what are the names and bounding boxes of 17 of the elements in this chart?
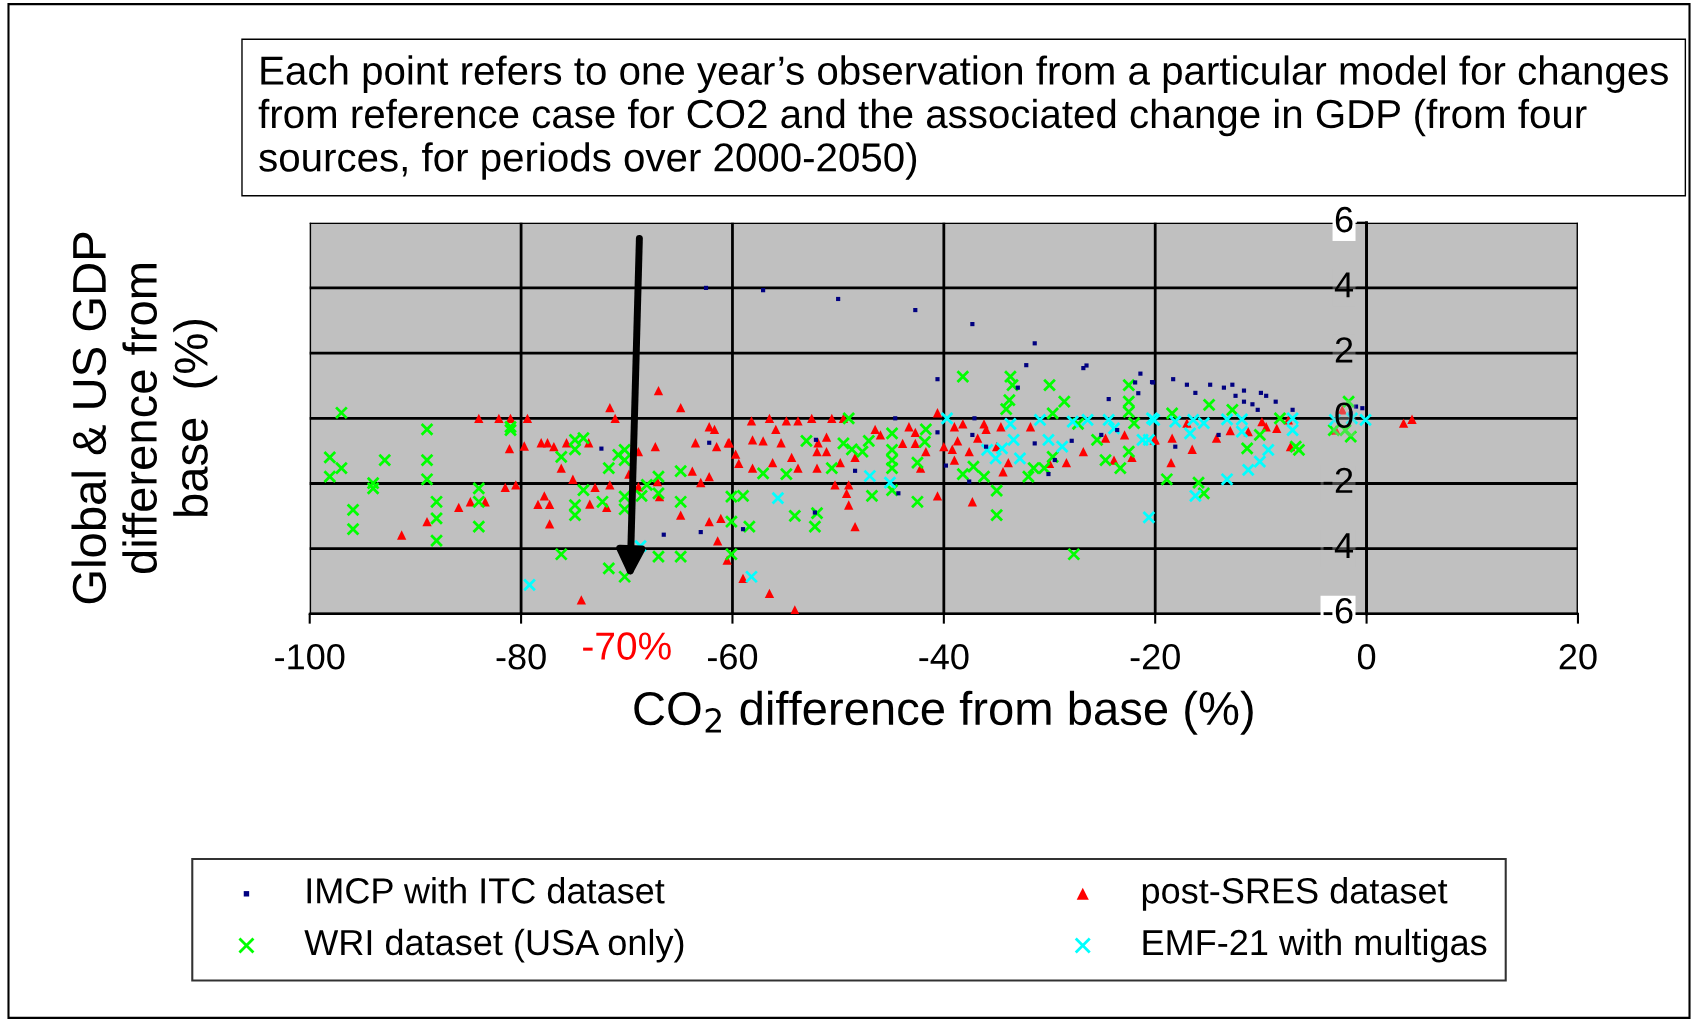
x-tick-label: -60 [707, 644, 758, 670]
legend-label: post-SRES dataset [1142, 877, 1448, 911]
x-tick-label: -20 [1130, 644, 1180, 670]
x-tick-label: -40 [919, 644, 969, 670]
legend-label: EMF-21 with multigas [1143, 928, 1487, 963]
y-axis-title: Global & US GDP difference from base (%) [71, 232, 218, 604]
x-tick-label: -100 [275, 644, 345, 670]
y-tick-label: -6 [1323, 598, 1353, 624]
x-tick-label: 20 [1559, 644, 1597, 670]
legend-label: WRI dataset (USA only) [304, 928, 684, 963]
x-tick-label: 0 [1357, 644, 1376, 670]
x-axis-title: CO$_{2}$ difference from base (%) [634, 690, 1253, 735]
legend-label: IMCP with ITC dataset [307, 877, 665, 904]
annotation: -70% [583, 632, 671, 660]
text: Each point refers to one year’s observation from a particular model for changes from reference case for CO2 and the associated change in GDP (from four sources, for periods over 2000-2050) [258, 55, 1668, 180]
x-tick-label: -80 [496, 644, 546, 670]
y-tick-label: 6 [1335, 206, 1353, 233]
